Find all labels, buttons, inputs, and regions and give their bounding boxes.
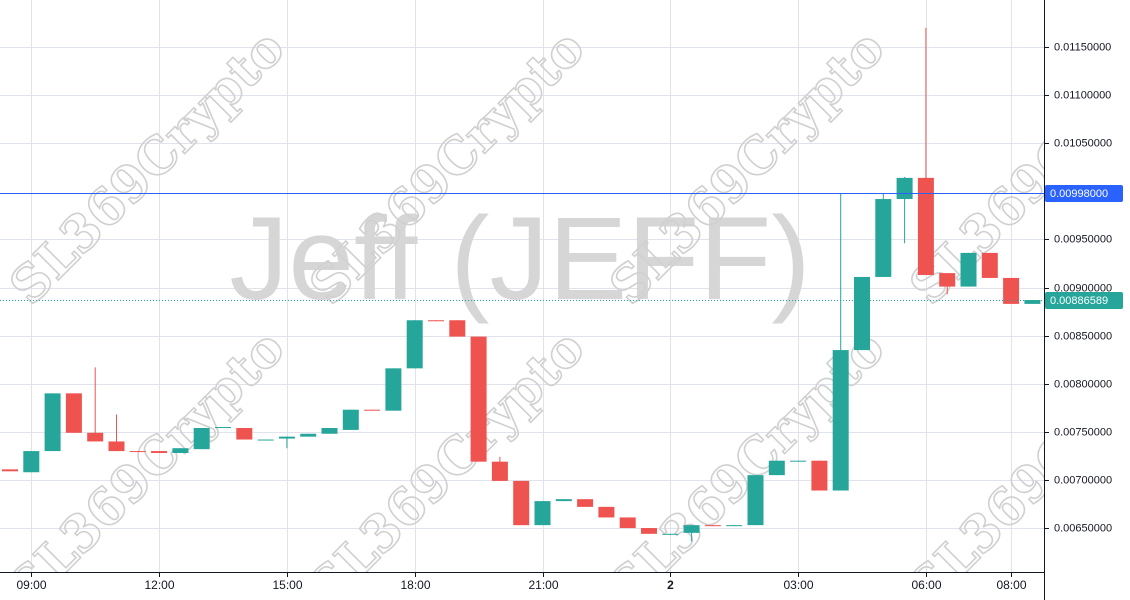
candle-body [385, 368, 402, 411]
candle-body [2, 469, 18, 472]
candle-body [598, 506, 615, 518]
candle-body [534, 501, 551, 526]
y-tick-label: 0.00700000 [1054, 474, 1112, 486]
candle-body [87, 432, 104, 442]
chart-title: Jeff (JEFF) [229, 193, 810, 325]
y-tick-label: 0.00650000 [1054, 522, 1112, 534]
candle-body [364, 409, 381, 411]
x-tick-label: 06:00 [911, 578, 941, 592]
plot [0, 27, 1044, 542]
candle-body [1003, 277, 1020, 304]
candle-body [406, 320, 423, 369]
candle-body [278, 436, 295, 439]
grid [0, 0, 1044, 572]
candle-body [321, 427, 338, 434]
x-tick-label: 08:00 [996, 578, 1026, 592]
x-tick-label: 15:00 [272, 578, 302, 592]
candle-body [193, 427, 210, 450]
candle-body [854, 276, 870, 351]
watermark: SL369Crypto [898, 318, 1130, 600]
candle-body [172, 448, 189, 454]
x-tick-label: 12:00 [144, 578, 174, 592]
candle-body [811, 460, 828, 491]
candle-body [23, 451, 40, 473]
candle-body [449, 320, 466, 337]
watermark: SL369Crypto [0, 318, 296, 600]
candle-body [300, 433, 317, 437]
candle-body [981, 252, 998, 278]
candle-body [896, 177, 913, 200]
candle-body [151, 451, 168, 454]
x-tick-label: 18:00 [400, 578, 430, 592]
x-tick-label: 2 [667, 578, 674, 592]
watermark: SL369Crypto [598, 318, 896, 600]
y-tick-label: 0.00900000 [1054, 282, 1112, 294]
x-tick-label: 09:00 [16, 578, 46, 592]
y-tick-label: 0.00850000 [1054, 330, 1112, 342]
candle-body [577, 499, 594, 507]
candle-body [215, 427, 231, 429]
x-tick-label: 03:00 [783, 578, 813, 592]
price-label-box [1045, 292, 1123, 309]
candle-body [662, 533, 679, 535]
y-tick-label: 0.00800000 [1054, 378, 1112, 390]
candle-body [960, 252, 977, 287]
candle-body [491, 461, 508, 481]
x-tick-label: 21:00 [528, 578, 558, 592]
candle-body [641, 528, 657, 534]
candle-body [236, 427, 253, 440]
candle-body [65, 393, 82, 433]
price-label-box [1045, 185, 1123, 202]
price-label: 0.00998000 [1050, 188, 1108, 200]
watermark: SL369Crypto [298, 318, 596, 600]
candle-body [747, 475, 764, 526]
candle-body [555, 499, 572, 502]
candle-body [726, 525, 743, 527]
candle-body [470, 336, 487, 462]
candle-body [257, 439, 274, 441]
candle-body [683, 525, 700, 533]
candle-body [832, 350, 849, 491]
candle-body [342, 409, 359, 430]
candle-body [790, 460, 807, 462]
candle-body [768, 460, 785, 476]
candle-body [939, 273, 956, 287]
y-tick-label: 0.00950000 [1054, 233, 1112, 245]
candle-body [619, 517, 636, 529]
y-tick-label: 0.01050000 [1054, 137, 1112, 149]
candle-body [704, 525, 721, 527]
candle-body [1024, 300, 1041, 304]
candle-body [108, 441, 125, 452]
y-tick-label: 0.01150000 [1054, 41, 1111, 53]
axes: 0.00650000 0.00700000 0.00750000 0.00800000… [16, 41, 1123, 592]
candle-body [917, 177, 934, 276]
price-label: 0.00886589 [1050, 295, 1108, 307]
y-tick-label: 0.01100000 [1054, 89, 1111, 101]
candle-body [129, 451, 146, 453]
candle-body [875, 199, 892, 277]
y-tick-label: 0.00750000 [1054, 426, 1112, 438]
candle-body [44, 393, 61, 452]
candle-body [513, 480, 530, 526]
candle-body [428, 320, 444, 322]
